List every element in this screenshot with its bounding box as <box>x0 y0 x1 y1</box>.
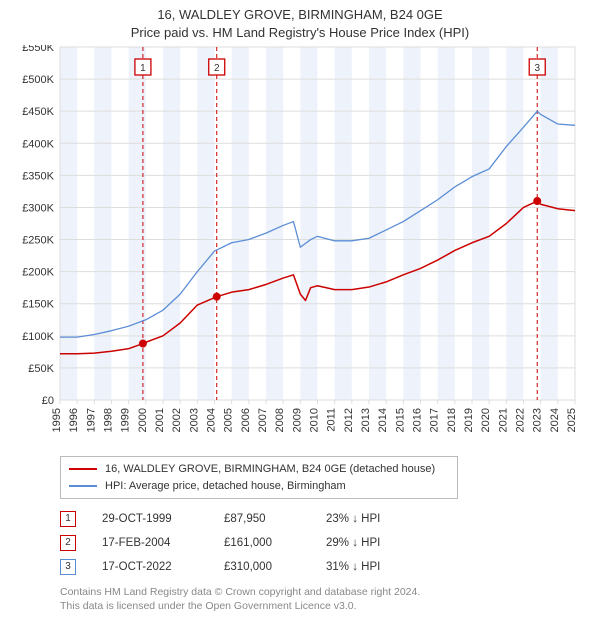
license-line-2: This data is licensed under the Open Gov… <box>60 600 357 612</box>
svg-text:2011: 2011 <box>326 408 338 432</box>
svg-text:2019: 2019 <box>463 408 475 432</box>
svg-text:£250K: £250K <box>22 235 54 247</box>
svg-text:2000: 2000 <box>137 408 149 432</box>
svg-text:£50K: £50K <box>28 363 54 375</box>
sale-date: 29-OCT-1999 <box>102 507 224 531</box>
sale-price: £161,000 <box>224 531 326 555</box>
license-note: Contains HM Land Registry data © Crown c… <box>60 585 590 613</box>
legend-row: 16, WALDLEY GROVE, BIRMINGHAM, B24 0GE (… <box>69 461 449 478</box>
svg-text:2010: 2010 <box>309 408 321 432</box>
sale-delta: 31% ↓ HPI <box>326 555 392 579</box>
legend-label: 16, WALDLEY GROVE, BIRMINGHAM, B24 0GE (… <box>105 461 435 478</box>
svg-text:2025: 2025 <box>566 408 578 432</box>
sale-date: 17-FEB-2004 <box>102 531 224 555</box>
legend-row: HPI: Average price, detached house, Birm… <box>69 478 449 495</box>
svg-text:2015: 2015 <box>394 408 406 432</box>
chart-container: 16, WALDLEY GROVE, BIRMINGHAM, B24 0GE P… <box>0 0 600 617</box>
svg-text:2005: 2005 <box>223 408 235 432</box>
svg-text:2003: 2003 <box>188 408 200 432</box>
svg-text:1995: 1995 <box>51 408 63 432</box>
svg-text:2020: 2020 <box>480 408 492 432</box>
svg-text:2017: 2017 <box>429 408 441 432</box>
sale-price: £310,000 <box>224 555 326 579</box>
legend-swatch <box>69 468 97 470</box>
svg-text:2007: 2007 <box>257 408 269 432</box>
line-chart: £0 £50K £100K £150K £200K £250K £300K £350K £400… <box>10 45 585 450</box>
chart-title: 16, WALDLEY GROVE, BIRMINGHAM, B24 0GE P… <box>10 6 590 41</box>
svg-text:2008: 2008 <box>274 408 286 432</box>
svg-text:2022: 2022 <box>515 408 527 432</box>
svg-text:2004: 2004 <box>206 408 218 432</box>
table-row: 3 17-OCT-2022£310,00031% ↓ HPI <box>60 555 392 579</box>
sale-marker-cell: 3 <box>60 555 102 579</box>
svg-text:£200K: £200K <box>22 267 54 279</box>
svg-text:2018: 2018 <box>446 408 458 432</box>
table-row: 1 29-OCT-1999£87,95023% ↓ HPI <box>60 507 392 531</box>
svg-text:2013: 2013 <box>360 408 372 432</box>
svg-text:2021: 2021 <box>497 408 509 432</box>
svg-text:2024: 2024 <box>549 408 561 432</box>
svg-text:2: 2 <box>214 63 220 74</box>
legend-swatch <box>69 485 97 487</box>
svg-text:1996: 1996 <box>68 408 80 432</box>
svg-text:2006: 2006 <box>240 408 252 432</box>
svg-text:2002: 2002 <box>171 408 183 432</box>
chart-svg: £0 £50K £100K £150K £200K £250K £300K £350K £400… <box>10 45 585 450</box>
svg-text:2001: 2001 <box>154 408 166 432</box>
svg-text:£400K: £400K <box>22 138 54 150</box>
sales-table: 1 29-OCT-1999£87,95023% ↓ HPI 2 17-FEB-2004… <box>60 507 392 579</box>
svg-text:£0: £0 <box>42 395 54 407</box>
svg-text:2016: 2016 <box>412 408 424 432</box>
svg-text:£150K: £150K <box>22 299 54 311</box>
license-line-1: Contains HM Land Registry data © Crown c… <box>60 586 420 598</box>
svg-text:£350K: £350K <box>22 170 54 182</box>
svg-text:1998: 1998 <box>103 408 115 432</box>
sale-marker-icon: 3 <box>60 559 76 575</box>
legend-label: HPI: Average price, detached house, Birm… <box>105 478 346 495</box>
sale-marker-cell: 2 <box>60 531 102 555</box>
sale-marker-cell: 1 <box>60 507 102 531</box>
svg-text:1997: 1997 <box>85 408 97 432</box>
svg-text:£550K: £550K <box>22 45 54 54</box>
sale-delta: 23% ↓ HPI <box>326 507 392 531</box>
sale-marker-icon: 1 <box>60 511 76 527</box>
svg-text:2012: 2012 <box>343 408 355 432</box>
svg-text:1: 1 <box>140 63 146 74</box>
legend: 16, WALDLEY GROVE, BIRMINGHAM, B24 0GE (… <box>60 456 458 499</box>
sale-price: £87,950 <box>224 507 326 531</box>
svg-text:£100K: £100K <box>22 331 54 343</box>
svg-text:2009: 2009 <box>291 408 303 432</box>
sale-delta: 29% ↓ HPI <box>326 531 392 555</box>
svg-text:£300K: £300K <box>22 203 54 215</box>
svg-text:3: 3 <box>534 63 540 74</box>
title-line-1: 16, WALDLEY GROVE, BIRMINGHAM, B24 0GE <box>157 7 442 22</box>
svg-text:2023: 2023 <box>532 408 544 432</box>
svg-text:2014: 2014 <box>377 408 389 432</box>
svg-text:1999: 1999 <box>120 408 132 432</box>
svg-text:£450K: £450K <box>22 106 54 118</box>
sale-marker-icon: 2 <box>60 535 76 551</box>
svg-text:£500K: £500K <box>22 74 54 86</box>
title-line-2: Price paid vs. HM Land Registry's House … <box>131 25 469 40</box>
table-row: 2 17-FEB-2004£161,00029% ↓ HPI <box>60 531 392 555</box>
sale-date: 17-OCT-2022 <box>102 555 224 579</box>
